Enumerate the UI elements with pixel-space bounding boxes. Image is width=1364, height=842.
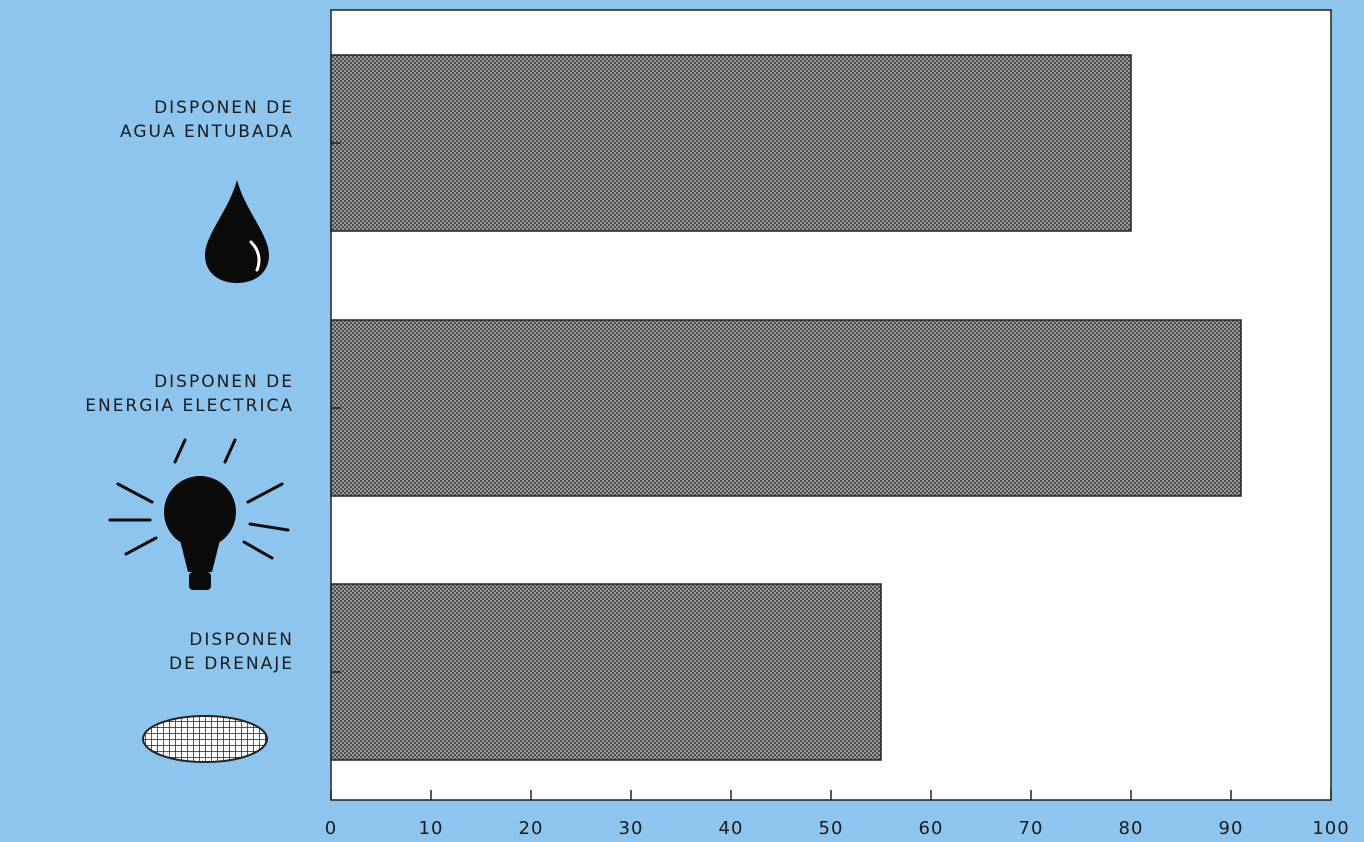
x-tick-label: 90 xyxy=(1219,818,1244,839)
x-axis: 0 10 20 30 40 50 60 70 80 90 100 xyxy=(325,790,1349,839)
bar-1 xyxy=(330,319,1242,497)
x-tick-label: 10 xyxy=(419,818,444,839)
x-tick-label: 70 xyxy=(1019,818,1044,839)
x-tick-label: 30 xyxy=(619,818,644,839)
category-label-energia: DISPONEN DE ENERGIA ELECTRICA xyxy=(85,372,294,416)
category-label-drenaje: DISPONEN DE DRENAJE xyxy=(169,630,294,674)
category-label-agua: DISPONEN DE AGUA ENTUBADA xyxy=(120,98,294,142)
bar-0 xyxy=(330,54,1132,232)
x-tick-label: 20 xyxy=(519,818,544,839)
x-tick-label: 60 xyxy=(919,818,944,839)
light-bulb-icon xyxy=(108,438,290,590)
x-tick-label: 50 xyxy=(819,818,844,839)
drain-grate-icon xyxy=(142,715,268,763)
x-tick-label: 0 xyxy=(325,818,337,839)
x-tick-label: 100 xyxy=(1312,818,1349,839)
water-drop-icon xyxy=(205,180,269,283)
bar-2 xyxy=(330,583,882,761)
bars-layer xyxy=(330,54,1242,761)
x-tick-label: 40 xyxy=(719,818,744,839)
x-tick-label: 80 xyxy=(1119,818,1144,839)
